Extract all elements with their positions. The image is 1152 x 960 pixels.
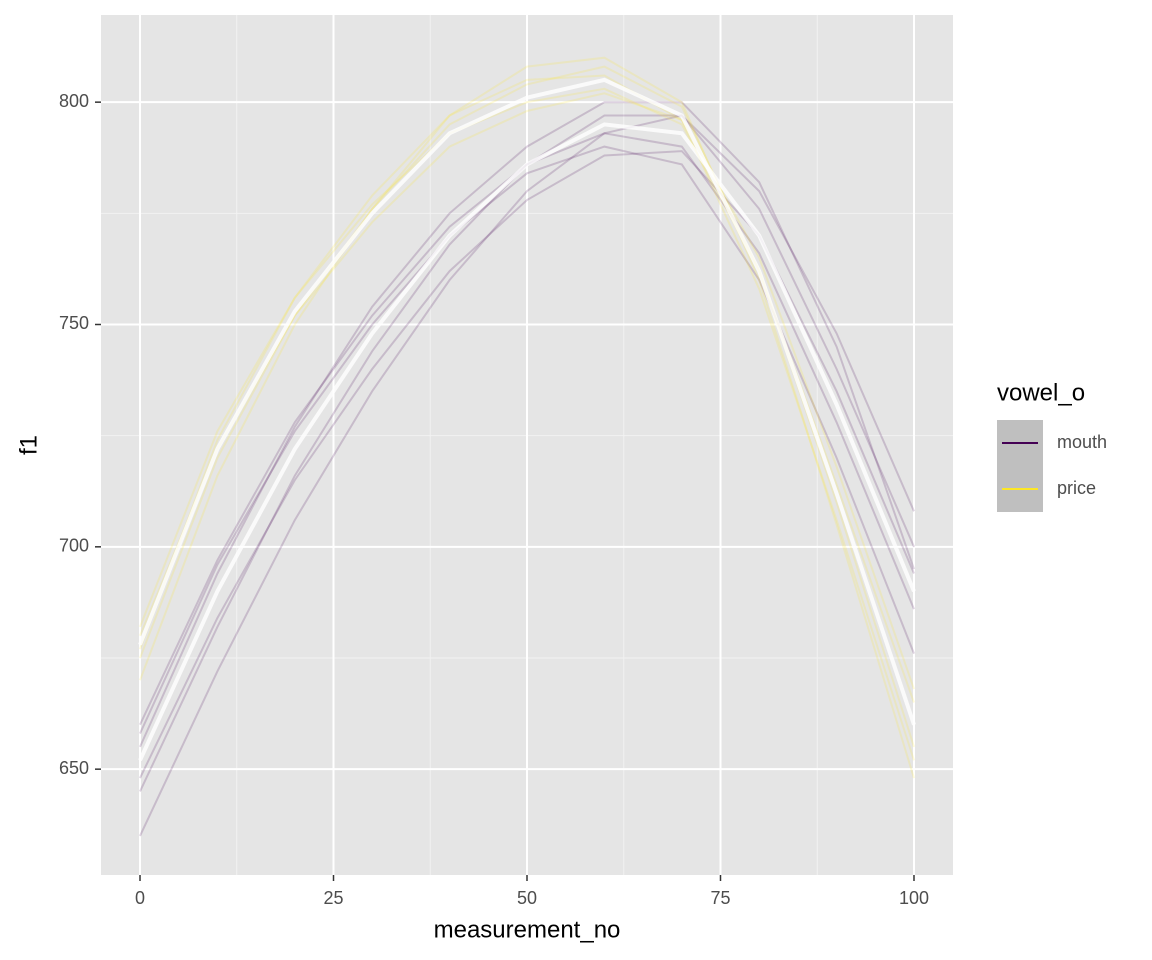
mean-line [138,122,916,762]
y-tick-label: 750 [59,313,89,333]
individual-line [139,74,915,761]
legend-title: vowel_o [997,379,1085,406]
x-tick-label: 100 [899,888,929,908]
legend-key-background [997,420,1043,512]
x-tick-label: 75 [710,888,730,908]
y-tick-label: 700 [59,536,89,556]
y-tick-label: 650 [59,758,89,778]
legend-label: price [1057,478,1096,498]
mean-line [138,77,916,726]
x-tick-label: 0 [135,888,145,908]
y-tick-label: 800 [59,91,89,111]
legend-label: mouth [1057,432,1107,452]
individual-line [139,101,915,748]
individual-line [139,114,915,837]
x-axis-label: measurement_no [434,916,621,943]
x-tick-label: 50 [517,888,537,908]
y-axis-label: f1 [15,435,42,455]
x-tick-label: 25 [323,888,343,908]
individual-line [139,56,915,779]
